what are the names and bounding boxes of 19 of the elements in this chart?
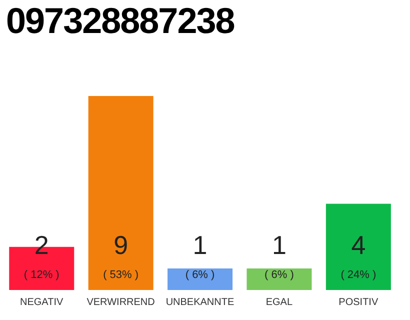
data-label: 1	[192, 230, 208, 260]
bar	[168, 268, 233, 290]
x-tick-label: NEGATIV	[20, 297, 64, 308]
data-label: 1	[272, 230, 286, 260]
bar	[88, 96, 154, 290]
annotation: ( 12% )	[24, 269, 60, 281]
bar	[246, 268, 312, 290]
data-label: 9	[114, 230, 128, 260]
annotation: ( 24% )	[340, 269, 376, 281]
chart-title: 097328887238	[6, 0, 234, 42]
x-tick-label: POSITIV	[338, 297, 378, 308]
x-tick-label: VERWIRREND	[86, 297, 155, 308]
data-label: 4	[351, 230, 366, 260]
annotation: ( 53% )	[103, 269, 139, 281]
x-tick-label: UNBEKANNTE	[166, 297, 234, 308]
x-tick-label: EGAL	[266, 297, 293, 308]
annotation: ( 6% )	[264, 269, 294, 281]
annotation: ( 6% )	[185, 269, 215, 281]
bar	[326, 204, 391, 290]
